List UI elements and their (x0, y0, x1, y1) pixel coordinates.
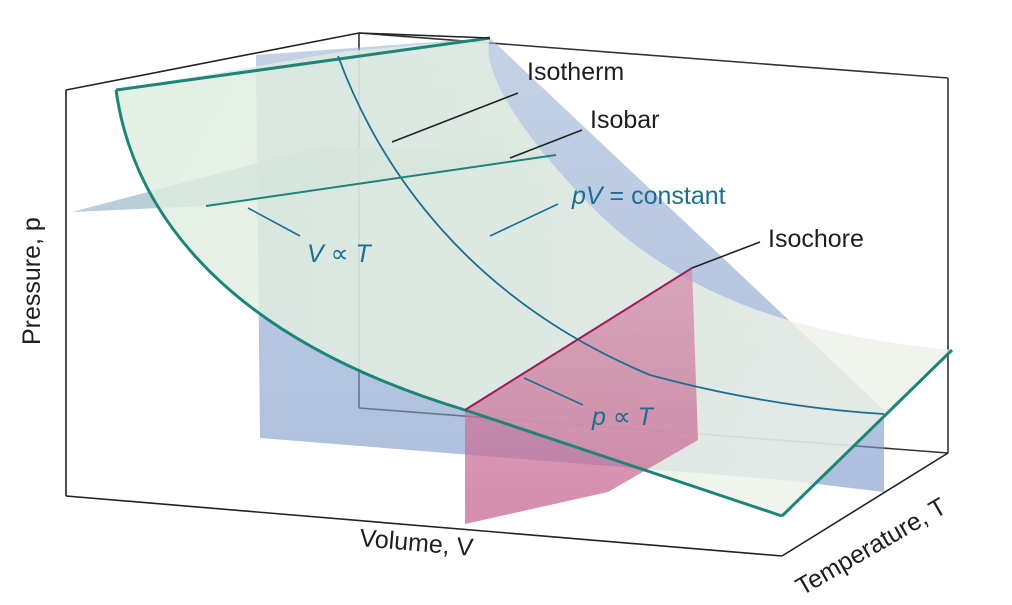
isobar-label: Isobar (590, 106, 659, 134)
box-front-edges (65, 32, 949, 557)
volume-axis-label: Volume, V (358, 524, 474, 562)
leader-lines (247, 92, 761, 406)
isobar-relation-prop: ∝ (324, 240, 356, 268)
isochore-relation-prop: ∝ (606, 403, 638, 431)
isotherm-label: Isotherm (527, 58, 624, 86)
isochore-label: Isochore (768, 225, 864, 253)
isochore-line (464, 267, 693, 411)
isotherm-relation-rest: = constant (603, 182, 726, 210)
isochore-relation-t: T (638, 403, 655, 431)
temperature-axis-label: Temperature, T (791, 492, 951, 601)
isobar-relation-v: V (307, 240, 326, 268)
surface-edges (114, 36, 954, 518)
isotherm-relation: pV = constant (571, 182, 726, 210)
isotherm-curve (337, 55, 885, 415)
isotherm-relation-pv: pV (571, 182, 605, 210)
isochore-relation-p: p (591, 403, 606, 431)
isobar-relation-t: T (355, 240, 372, 268)
isobar-relation: V ∝ T (307, 240, 372, 268)
isochore-relation: p ∝ T (591, 403, 655, 431)
isochore-plane (465, 268, 698, 524)
pressure-axis-label: Pressure, p (18, 217, 46, 345)
isobar-line (205, 154, 557, 207)
